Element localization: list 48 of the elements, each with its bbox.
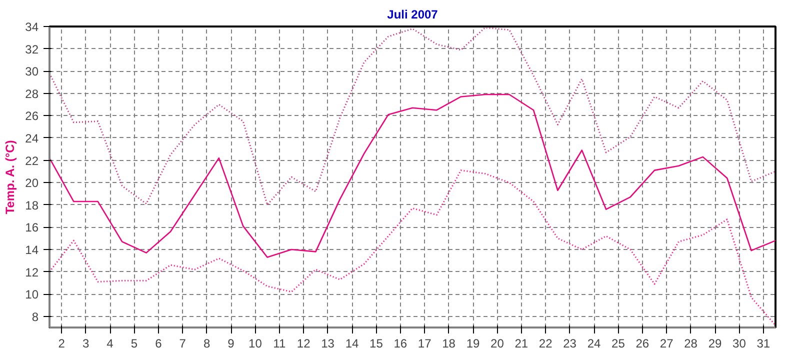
x-tick-label: 26 (636, 336, 650, 350)
x-tick-label: 23 (563, 336, 577, 350)
x-tick-label: 8 (203, 336, 210, 350)
x-tick-label: 18 (442, 336, 456, 350)
y-tick-label: 24 (25, 131, 39, 146)
y-tick-label: 14 (25, 242, 39, 257)
line-series (50, 94, 776, 258)
x-tick-label: 31 (756, 336, 770, 350)
y-axis-title: Temp. A. (°C) (3, 140, 18, 214)
y-tick-label: 28 (25, 86, 39, 101)
x-tick-label: 7 (179, 336, 186, 350)
x-tick-label: 24 (587, 336, 601, 350)
x-tick-label: 2 (58, 336, 66, 350)
x-tick-label: 21 (514, 336, 528, 350)
y-tick-label: 10 (25, 288, 39, 302)
y-tick-label: 18 (25, 198, 39, 212)
y-tick-label: 20 (25, 176, 39, 190)
x-tick-label: 16 (394, 336, 408, 350)
y-tick-label: 26 (25, 109, 39, 124)
x-tick-label: 29 (708, 336, 722, 350)
x-tick-label: 20 (490, 336, 504, 350)
x-tick-label: 5 (130, 336, 138, 350)
x-tick-label: 14 (345, 336, 359, 350)
y-tick-label: 12 (25, 265, 39, 280)
y-tick-label: 30 (25, 64, 39, 79)
x-tick-label: 25 (612, 336, 626, 350)
x-tick-label: 11 (273, 336, 286, 350)
line-series (50, 26, 776, 206)
y-tick-label: 22 (25, 154, 39, 168)
x-tick-label: 19 (466, 336, 480, 350)
x-tick-label: 27 (660, 336, 674, 350)
y-tick-label: 8 (32, 310, 39, 324)
x-tick-label: 30 (732, 336, 746, 350)
chart-title: Juli 2007 (387, 8, 438, 22)
x-tick-label: 17 (418, 336, 432, 350)
y-tick-label: 32 (25, 42, 39, 56)
x-tick-label: 9 (228, 336, 235, 350)
x-tick-label: 15 (370, 336, 384, 350)
y-tick-label: 16 (25, 220, 39, 235)
x-tick-label: 12 (296, 336, 311, 350)
x-tick-label: 13 (321, 336, 335, 350)
x-tick-label: 22 (538, 336, 553, 350)
x-tick-label: 6 (155, 336, 162, 350)
x-tick-label: 28 (684, 336, 698, 350)
y-tick-label: 34 (25, 20, 39, 34)
x-tick-label: 3 (82, 336, 90, 350)
x-tick-label: 10 (248, 336, 262, 350)
x-tick-label: 4 (106, 336, 114, 350)
